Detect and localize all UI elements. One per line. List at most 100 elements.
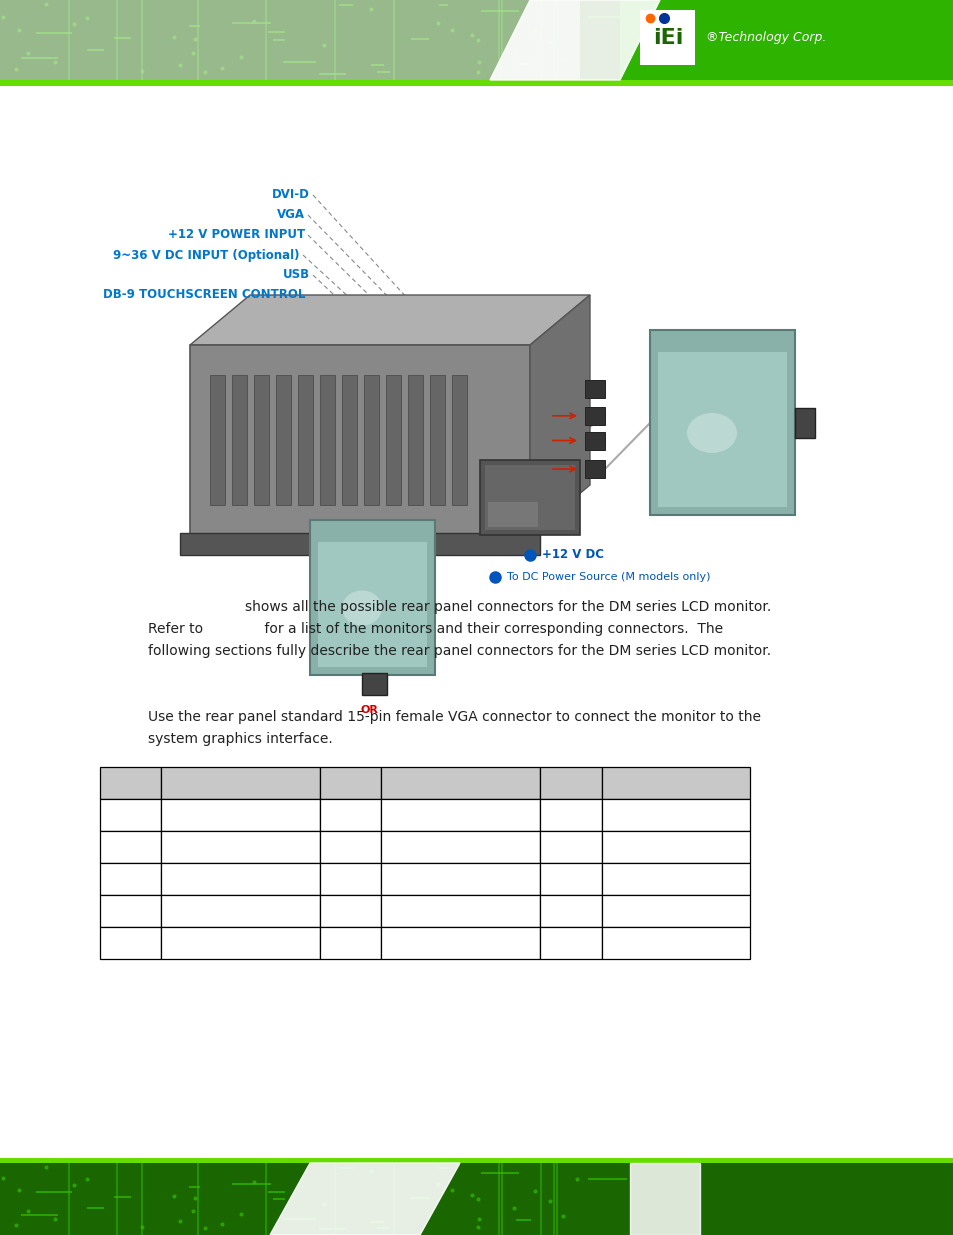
Bar [268,31,285,32]
Bar [497,1163,499,1235]
Bar [197,0,199,80]
Bar [338,1167,353,1170]
Bar [539,0,542,80]
Bar [189,1186,200,1188]
Bar [411,37,428,40]
Text: system graphics interface.: system graphics interface. [148,732,333,746]
Bar [318,73,346,74]
Bar [0,0,579,80]
Bar [21,1214,58,1216]
Bar [408,375,422,505]
Bar [161,831,320,863]
Bar [376,72,390,73]
Text: OR: OR [359,705,377,715]
Bar [282,1218,315,1220]
Bar [21,57,58,59]
Bar [555,1163,558,1235]
Bar [275,375,291,505]
Bar [553,1163,555,1235]
Bar [601,863,749,895]
Bar [584,380,604,398]
Bar [273,1198,285,1200]
Text: DB-9 TOUCHSCREEN CONTROL: DB-9 TOUCHSCREEN CONTROL [103,289,305,301]
Bar [649,330,794,515]
Bar [161,863,320,895]
Bar [393,0,395,80]
Bar [601,831,749,863]
Bar [371,1220,384,1223]
Bar [539,895,601,927]
Bar [320,895,381,927]
Bar [189,26,200,27]
Bar [539,1163,542,1235]
Bar [253,375,269,505]
Bar [0,1163,953,1235]
Bar [100,895,161,927]
Ellipse shape [686,412,737,453]
Bar [210,375,225,505]
Text: Use the rear panel standard 15-pin female VGA connector to connect the monitor t: Use the rear panel standard 15-pin femal… [148,710,760,724]
Bar [479,459,579,535]
Bar [0,80,953,86]
Bar [113,1197,132,1198]
Bar [584,459,604,478]
Polygon shape [530,295,589,535]
Bar [539,863,601,895]
Bar [320,799,381,831]
Bar [232,375,247,505]
Bar [411,1197,428,1199]
Bar [161,799,320,831]
Bar [588,1178,627,1179]
Text: ®Technology Corp.: ®Technology Corp. [705,32,825,44]
Bar [364,375,378,505]
Bar [36,1192,71,1193]
Bar [100,767,161,799]
Bar [141,1163,143,1235]
Ellipse shape [341,590,381,625]
Bar [381,767,539,799]
Bar [539,831,601,863]
Bar [555,0,558,80]
Polygon shape [270,1163,459,1235]
Bar [0,0,953,80]
Bar [516,63,531,64]
Bar [320,927,381,960]
Bar [361,673,387,695]
Bar [69,1163,71,1235]
Text: USB: USB [283,268,310,282]
Bar [341,375,356,505]
Text: 9~36 V DC INPUT (Optional): 9~36 V DC INPUT (Optional) [113,248,299,262]
Bar [381,927,539,960]
Bar [588,16,627,19]
Bar [500,0,502,80]
Bar [381,831,539,863]
Bar [381,799,539,831]
Bar [161,767,320,799]
Bar [386,375,400,505]
Text: shows all the possible rear panel connectors for the DM series LCD monitor.: shows all the possible rear panel connec… [245,600,770,614]
Bar [232,22,271,23]
Bar [338,4,353,6]
Text: Refer to              for a list of the monitors and their corresponding connect: Refer to for a list of the monitors and … [148,622,722,636]
Bar [601,927,749,960]
Bar [584,431,604,450]
Text: DVI-D: DVI-D [272,189,310,201]
Bar [100,927,161,960]
Bar [265,1163,267,1235]
Bar [584,406,604,425]
Bar [480,10,518,12]
Bar [282,62,315,63]
Bar [393,1163,395,1235]
Bar [658,352,786,508]
Bar [115,0,117,80]
Bar [297,375,313,505]
Bar [161,927,320,960]
Bar [639,10,695,65]
Polygon shape [490,0,659,80]
Text: following sections fully describe the rear panel connectors for the DM series LC: following sections fully describe the re… [148,643,770,658]
Bar [553,0,555,80]
Bar [500,1163,502,1235]
Polygon shape [629,1163,700,1235]
Bar [268,1191,285,1193]
Text: iEi: iEi [652,28,682,48]
